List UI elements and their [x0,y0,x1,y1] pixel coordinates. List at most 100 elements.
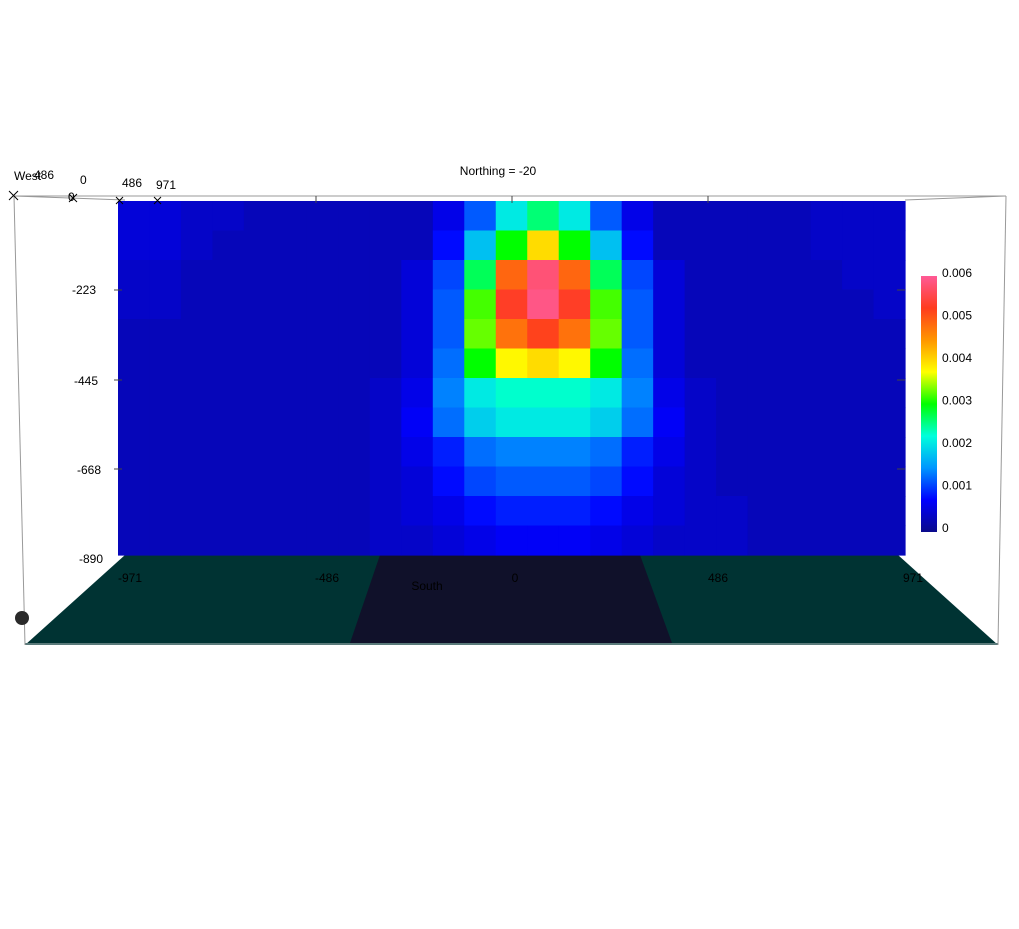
top-tick-label: 0 [80,173,87,187]
heatmap-cell [433,231,465,261]
heatmap-cell [622,526,654,556]
heatmap-cell [181,290,213,320]
heatmap-cell [401,437,433,467]
heatmap-cell [433,201,465,231]
heatmap-cell [590,526,622,556]
heatmap-cell [779,290,811,320]
heatmap-cell [653,408,685,438]
heatmap-cell [496,496,528,526]
heatmap-cell [527,408,559,438]
heatmap-cell [653,437,685,467]
heatmap-cell [370,378,402,408]
heatmap-cell [811,201,843,231]
heatmap-cell [212,319,244,349]
heatmap-cell [464,467,496,497]
heatmap-cell [748,408,780,438]
heatmap-cell [559,319,591,349]
heatmap-cell [811,378,843,408]
heatmap-cell [307,408,339,438]
heatmap-cell [842,467,874,497]
heatmap-cell [149,437,181,467]
heatmap-cell [842,349,874,379]
heatmap-cell [338,231,370,261]
heatmap-cell [874,231,906,261]
heatmap-cell [181,408,213,438]
heatmap-cell [370,319,402,349]
heatmap-cell [433,290,465,320]
heatmap-cell [874,349,906,379]
heatmap-cell [118,467,150,497]
heatmap-cell [370,231,402,261]
colorbar-tick-label: 0.004 [942,351,972,365]
heatmap-cell [559,408,591,438]
heatmap-cell [118,290,150,320]
heatmap-cell [874,201,906,231]
heatmap-cell [464,290,496,320]
heatmap-cell [181,201,213,231]
heatmap-cell [401,319,433,349]
heatmap-cell [496,290,528,320]
heatmap-cell [307,319,339,349]
heatmap-cell [401,201,433,231]
y-tick-label: -223 [72,283,96,297]
heatmap-cell [212,349,244,379]
heatmap-cell [433,467,465,497]
heatmap-cell [464,260,496,290]
heatmap-cell [716,201,748,231]
heatmap-cell [401,496,433,526]
heatmap-cell [307,496,339,526]
heatmap-cell [275,437,307,467]
heatmap-cell [716,437,748,467]
heatmap-cell [590,319,622,349]
heatmap-cell [842,260,874,290]
heatmap-cell [149,349,181,379]
heatmap-cell [559,290,591,320]
heatmap-cell [653,526,685,556]
heatmap-cell [811,526,843,556]
viewpoint-handle[interactable] [15,611,29,625]
heatmap-cell [307,378,339,408]
heatmap-cell [464,526,496,556]
heatmap-cell [716,319,748,349]
heatmap-cell [370,437,402,467]
heatmap-cell [779,496,811,526]
heatmap-cell [685,260,717,290]
heatmap-cell [338,408,370,438]
heatmap-cell [653,378,685,408]
heatmap-cell [622,349,654,379]
heatmap-cell [811,437,843,467]
heatmap-cell [527,496,559,526]
heatmap-cell [779,260,811,290]
heatmap-cell [401,231,433,261]
heatmap-cell [590,378,622,408]
heatmap-cell [811,290,843,320]
heatmap-cell [433,319,465,349]
heatmap-cell [181,231,213,261]
heatmap-cell [212,437,244,467]
heatmap-cell [244,231,276,261]
x-tick-label: 0 [512,571,519,585]
heatmap-cell [338,378,370,408]
heatmap-cell [401,290,433,320]
heatmap-cell [527,319,559,349]
heatmap-cell [212,408,244,438]
heatmap-cell [716,290,748,320]
heatmap-cell [653,201,685,231]
heatmap-cell [307,290,339,320]
heatmap-cell [338,201,370,231]
heatmap-cell [559,201,591,231]
heatmap-cell [748,349,780,379]
heatmap-cell [118,378,150,408]
heatmap-cell [244,260,276,290]
heatmap-cell [401,408,433,438]
heatmap-cell [874,408,906,438]
heatmap-cell [559,526,591,556]
heatmap-cell [212,290,244,320]
heatmap-cell [370,349,402,379]
heatmap-cell [622,319,654,349]
heatmap-cell [118,496,150,526]
heatmap-cell [401,467,433,497]
heatmap-cell [464,201,496,231]
y-tick-label: -890 [79,552,103,566]
